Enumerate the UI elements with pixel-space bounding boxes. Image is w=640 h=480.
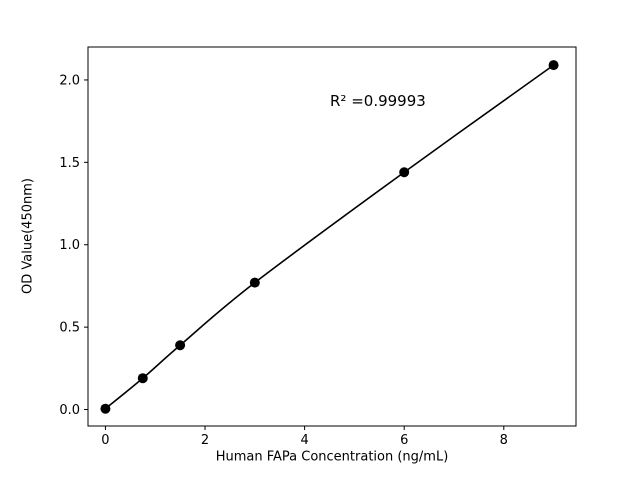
data-point <box>249 277 260 288</box>
plot-frame <box>87 46 577 427</box>
x-tick-label: 6 <box>400 433 408 448</box>
x-tick-label: 4 <box>300 433 308 448</box>
x-tick-label: 2 <box>201 433 209 448</box>
x-tick-label: 0 <box>101 433 109 448</box>
x-tick-label: 8 <box>500 433 508 448</box>
y-tick-label: 1.0 <box>59 238 80 253</box>
data-point <box>137 373 148 384</box>
data-point <box>175 340 186 351</box>
data-point <box>548 60 559 71</box>
y-tick-label: 2.0 <box>59 73 80 88</box>
y-tick-label: 0.5 <box>59 321 80 336</box>
fit-curve <box>104 64 555 410</box>
x-axis-label: Human FAPa Concentration (ng/mL) <box>215 449 449 465</box>
r-squared-annotation: R² =0.99993 <box>330 92 426 110</box>
y-tick-label: 1.5 <box>59 156 80 171</box>
y-tick-label: 0.0 <box>59 403 80 418</box>
data-point <box>100 403 111 414</box>
data-point <box>399 167 410 178</box>
y-axis-label: OD Value(450nm) <box>20 178 36 294</box>
